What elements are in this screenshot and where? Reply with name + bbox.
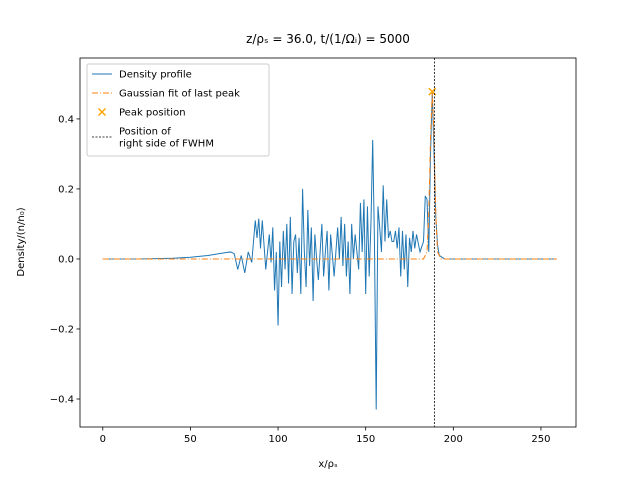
x-tick-label: 100 [269,434,288,445]
legend: Density profile Gaussian fit of last peak… [86,63,270,157]
x-tick-label: 0 [100,434,106,445]
x-tick-label: 150 [356,434,375,445]
legend-label-line: right side of FWHM [119,139,214,150]
chart-title: z/ρₛ = 36.0, t/(1/Ωᵢ) = 5000 [246,32,410,46]
legend-box [86,63,270,157]
plot-area [102,58,557,427]
legend-label-line: Position of [119,127,171,138]
x-tick-label: 250 [531,434,550,445]
legend-label-line: Peak position [119,108,186,119]
y-tick-label: 0.4 [58,114,74,125]
x-tick-label: 50 [184,434,197,445]
y-axis-label: Density/(n/n₀) [16,207,27,276]
y-tick-label: −0.2 [50,324,74,335]
legend-marker [97,107,107,117]
y-tick-label: 0.2 [58,184,74,195]
legend-label: Density profile [119,70,192,81]
y-tick-label: 0.0 [58,254,74,265]
legend-label: Peak position [119,108,186,119]
axes-frame [79,57,577,428]
x-axis-label: x/ρₛ [318,459,338,470]
legend-label: Gaussian fit of last peak [119,89,240,100]
x-tick-label: 200 [444,434,463,445]
legend-label: Position of right side of FWHM [119,127,214,150]
legend-label-line: Density profile [119,70,192,81]
y-tick-label: −0.4 [50,394,74,405]
legend-label-line: Gaussian fit of last peak [119,89,240,100]
